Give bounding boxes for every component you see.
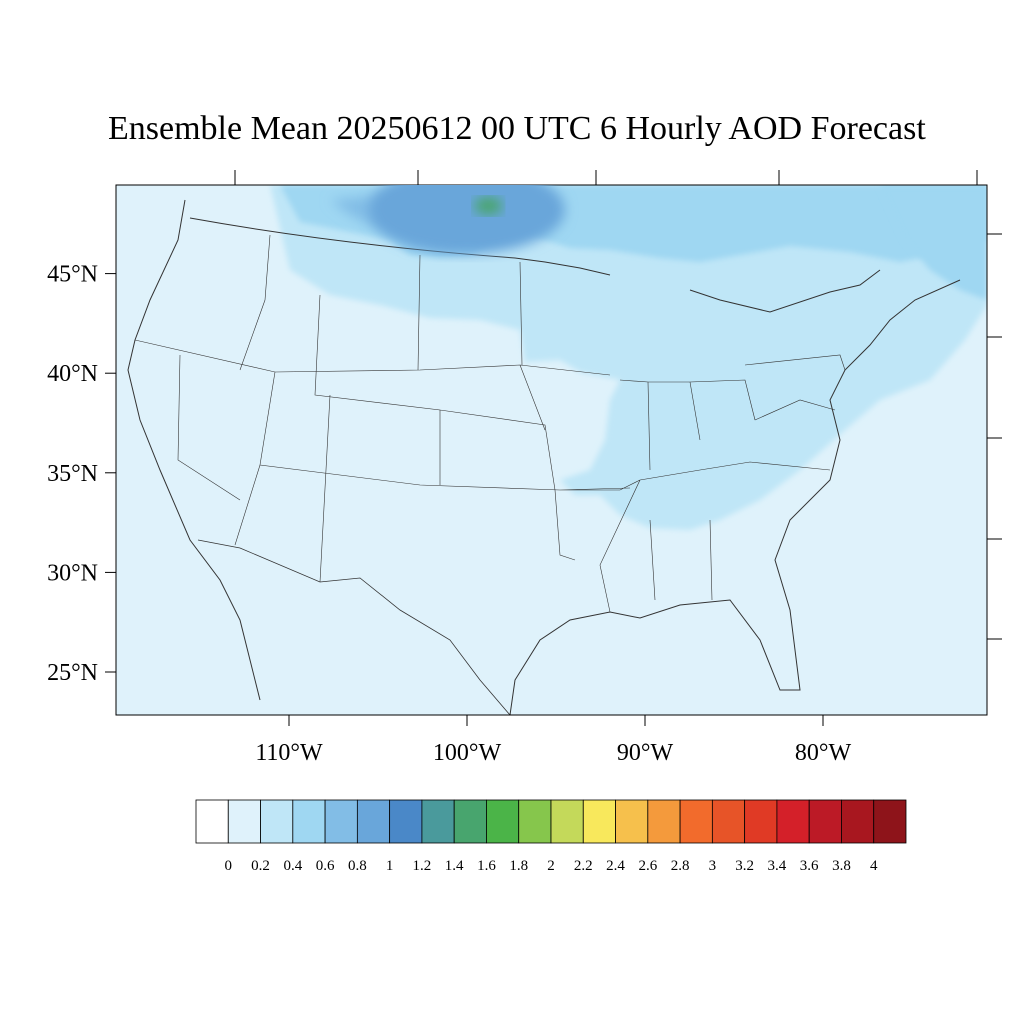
colorbar-swatch — [389, 799, 423, 844]
colorbar-label: 3 — [709, 858, 717, 874]
colorbar-swatch — [292, 799, 326, 844]
colorbar-swatch — [550, 799, 584, 844]
longitude-ticks: 110°W 100°W 90°W 80°W — [255, 715, 851, 766]
colorbar: 0 0.2 0.4 0.6 0.8 1 1.2 1.4 1.6 1.8 2 2.2 2.4 2.6 2.8 3… — [195, 799, 907, 874]
aod-band-0.2-0.4 — [270, 185, 987, 530]
colorbar-swatch — [841, 799, 875, 844]
lon-tick-label: 90°W — [617, 740, 674, 766]
lon-tick-label: 110°W — [255, 740, 323, 766]
colorbar-label: 0 — [225, 858, 233, 874]
colorbar-label: 1.2 — [413, 858, 432, 874]
colorbar-label: 3.4 — [768, 858, 787, 874]
lat-tick-label: 25°N — [47, 660, 98, 686]
colorbar-swatch — [582, 799, 616, 844]
colorbar-swatch — [518, 799, 552, 844]
colorbar-label: 2.2 — [574, 858, 593, 874]
state-borders — [127, 199, 961, 715]
right-ticks — [987, 233, 1002, 640]
colorbar-label: 0.2 — [251, 858, 270, 874]
map-title: Ensemble Mean 20250612 00 UTC 6 Hourly A… — [108, 110, 926, 147]
us-canada-border — [189, 217, 881, 313]
interior-lines — [134, 234, 846, 613]
colorbar-swatch — [744, 799, 778, 844]
colorbar-label: 1.8 — [509, 858, 528, 874]
colorbar-label: 2.8 — [671, 858, 690, 874]
colorbar-swatch — [356, 799, 391, 844]
west-coast — [127, 199, 261, 701]
lat-tick-label: 30°N — [47, 560, 98, 586]
colorbar-swatch — [453, 799, 487, 844]
colorbar-label: 0.6 — [316, 858, 335, 874]
colorbar-label: 2.6 — [638, 858, 657, 874]
lon-tick-label: 80°W — [795, 740, 852, 766]
map-frame — [115, 184, 988, 716]
colorbar-swatch — [260, 799, 294, 844]
colorbar-swatch — [776, 799, 810, 844]
colorbar-label: 2 — [547, 858, 555, 874]
gulf-coast — [509, 279, 961, 715]
lat-tick-label: 40°N — [47, 361, 98, 387]
colorbar-label: 4 — [870, 858, 878, 874]
aod-band-0.4-0.6-ne — [880, 185, 987, 300]
colorbar-label: 3.8 — [832, 858, 851, 874]
top-ticks — [234, 170, 978, 185]
colorbar-label: 1.6 — [477, 858, 496, 874]
mexico-border — [197, 539, 511, 715]
lon-tick-label: 100°W — [433, 740, 502, 766]
colorbar-label: 3.6 — [800, 858, 819, 874]
colorbar-swatch — [711, 799, 746, 844]
lat-tick-label: 45°N — [47, 262, 98, 288]
colorbar-swatch — [486, 799, 520, 844]
colorbar-label: 3.2 — [735, 858, 754, 874]
colorbar-swatch — [647, 799, 681, 844]
colorbar-swatch — [421, 799, 455, 844]
colorbar-label: 0.8 — [348, 858, 367, 874]
colorbar-swatch — [324, 799, 358, 844]
colorbar-swatch — [808, 799, 842, 844]
colorbar-swatch — [615, 799, 649, 844]
colorbar-swatch — [679, 799, 713, 844]
latitude-ticks: 45°N 40°N 35°N 30°N 25°N — [47, 262, 116, 686]
colorbar-swatch — [873, 799, 907, 844]
plume-dakota-core — [474, 196, 503, 215]
colorbar-label: 2.4 — [606, 858, 625, 874]
colorbar-swatch — [227, 799, 261, 844]
colorbar-swatch — [195, 799, 229, 844]
colorbar-label: 0.4 — [283, 858, 302, 874]
plume-dakota-plume-mid — [369, 185, 565, 254]
aod-plume — [369, 185, 565, 254]
colorbar-label: 1.4 — [445, 858, 464, 874]
lat-tick-label: 35°N — [47, 461, 98, 487]
colorbar-label: 1 — [386, 858, 394, 874]
